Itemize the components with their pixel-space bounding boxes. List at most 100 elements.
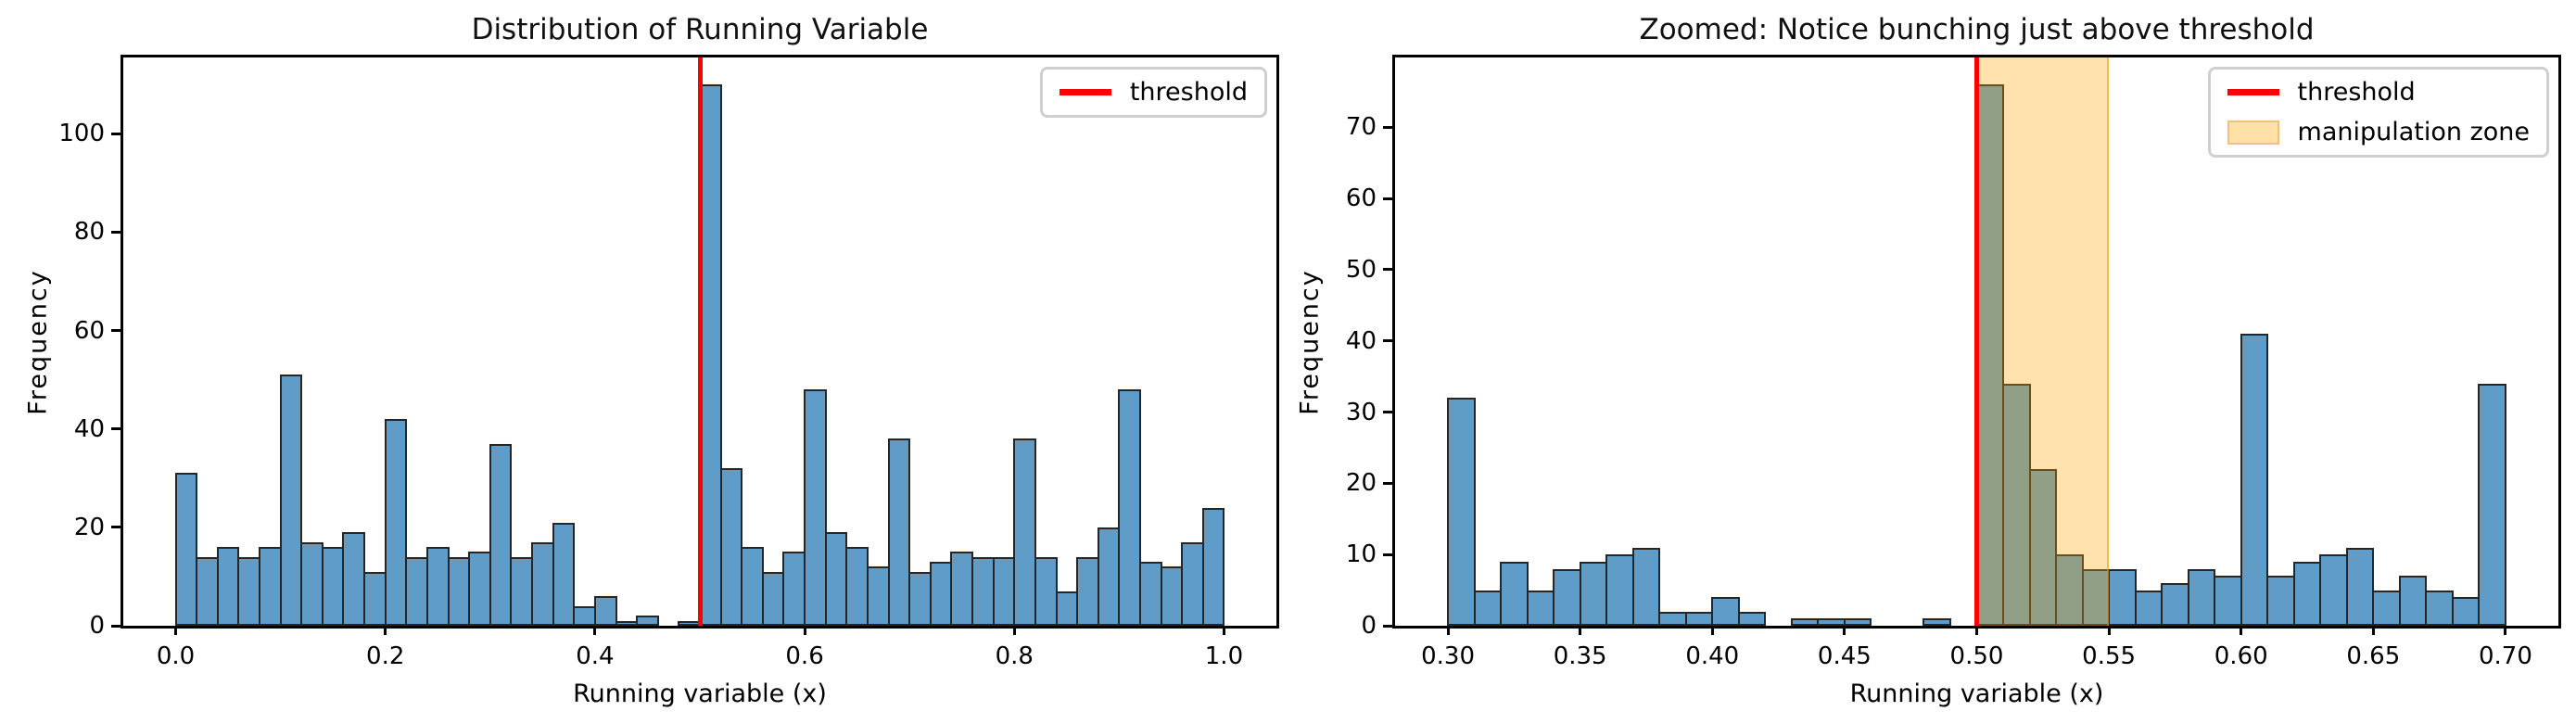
histogram-bar [845,547,869,626]
right-plot-xlabel: Running variable (x) [1849,680,2104,708]
histogram-bar [1975,84,2005,626]
y-tick-mark [111,230,121,234]
x-tick-label: 0.50 [1949,642,2004,670]
histogram-bar [259,547,282,626]
x-tick-mark [1222,626,1225,635]
x-tick-mark [1579,626,1582,635]
x-tick-label: 0.6 [785,642,824,670]
threshold-line-swatch [1059,89,1111,95]
histogram-bar [279,375,303,626]
y-tick-mark [1383,411,1392,414]
x-tick-label: 0.70 [2479,642,2532,670]
histogram-bar [531,541,554,626]
y-tick-mark [1383,268,1392,272]
histogram-bar [1605,554,1634,626]
x-tick-label: 0.55 [2082,642,2137,670]
y-tick-mark [111,526,121,529]
y-tick-mark [111,624,121,628]
histogram-bar [2108,568,2137,626]
histogram-bar [1447,398,1476,626]
y-tick-label: 60 [1345,184,1377,213]
y-tick-label: 10 [1345,540,1377,569]
histogram-bar [363,571,387,626]
x-tick-mark [2240,626,2243,635]
y-tick-mark [1383,339,1392,343]
histogram-bar [908,571,932,626]
x-tick-label: 0.65 [2346,642,2401,670]
left-plot-legend: threshold [1039,67,1267,118]
y-tick-label: 100 [58,120,105,148]
histogram-bar [1553,568,1581,626]
x-tick-mark [1843,626,1846,635]
y-tick-label: 60 [73,316,105,345]
histogram-bar [2319,554,2348,626]
histogram-bar [1790,618,1820,626]
x-tick-label: 0.8 [995,642,1034,670]
histogram-bar [866,566,890,626]
x-tick-mark [1012,626,1016,635]
x-tick-label: 1.0 [1204,642,1244,670]
threshold-line [1974,57,1979,626]
left-plot-xlabel: Running variable (x) [573,680,827,708]
histogram-bar [384,419,408,626]
right-plot-legend: threshold manipulation zone [2207,67,2549,158]
legend-item-manipulation-zone: manipulation zone [2227,118,2530,146]
histogram-bar [2398,576,2428,626]
x-tick-mark [384,626,387,635]
x-tick-label: 0.4 [576,642,615,670]
x-tick-label: 0.60 [2214,642,2268,670]
x-tick-label: 0.35 [1553,642,1607,670]
histogram-bar [1013,438,1036,626]
histogram-bar [929,562,953,626]
right-plot-title: Zoomed: Notice bunching just above thres… [1639,13,2315,46]
histogram-bar [321,547,345,626]
histogram-bar [761,571,785,626]
histogram-bar [552,522,576,626]
threshold-line-swatch [2227,89,2279,95]
histogram-bar [1737,611,1767,626]
histogram-bar [2187,568,2216,626]
y-tick-mark [1383,481,1392,485]
histogram-bar [887,438,911,626]
histogram-bar [342,532,366,626]
histogram-bar [2081,568,2111,626]
x-tick-mark [803,626,806,635]
histogram-bar [1922,618,1951,626]
histogram-bar [2425,590,2454,626]
histogram-bar [782,552,806,626]
histogram-bar [593,596,617,626]
histogram-bar [2372,590,2401,626]
y-tick-mark [1383,197,1392,200]
histogram-bar [300,541,324,626]
histogram-bar [425,547,450,626]
histogram-bar [699,84,722,626]
histogram-bar [2451,597,2481,626]
y-tick-mark [1383,553,1392,556]
x-tick-label: 0.40 [1685,642,1740,670]
y-tick-label: 30 [1345,398,1377,426]
histogram-bar [174,473,198,626]
histogram-bar [2134,590,2164,626]
histogram-bar [510,556,534,626]
histogram-bar [1817,618,1846,626]
x-tick-mark [2107,626,2111,635]
histogram-bar [615,620,639,626]
y-tick-label: 40 [73,414,105,443]
y-tick-mark [111,132,121,135]
histogram-bar [196,556,219,626]
x-tick-mark [593,626,597,635]
histogram-bar [992,556,1016,626]
histogram-bar [216,547,240,626]
legend-label: manipulation zone [2297,118,2530,146]
histogram-bar [1658,611,1687,626]
histogram-bar [719,468,743,626]
right-plot-axes: threshold manipulation zone 0.30 0.35 0.40 0… [1346,55,2561,670]
legend-item-threshold: threshold [2227,78,2530,107]
histogram-bar [468,552,491,626]
y-tick-mark [111,427,121,431]
histogram-bar [824,532,848,626]
manipulation-zone-swatch [2227,120,2279,145]
histogram-bar [1076,556,1099,626]
left-plot-axes: threshold 0.0 0.2 0.4 0.6 0.8 1.0 0 20 40 60 80 100 [58,55,1279,670]
